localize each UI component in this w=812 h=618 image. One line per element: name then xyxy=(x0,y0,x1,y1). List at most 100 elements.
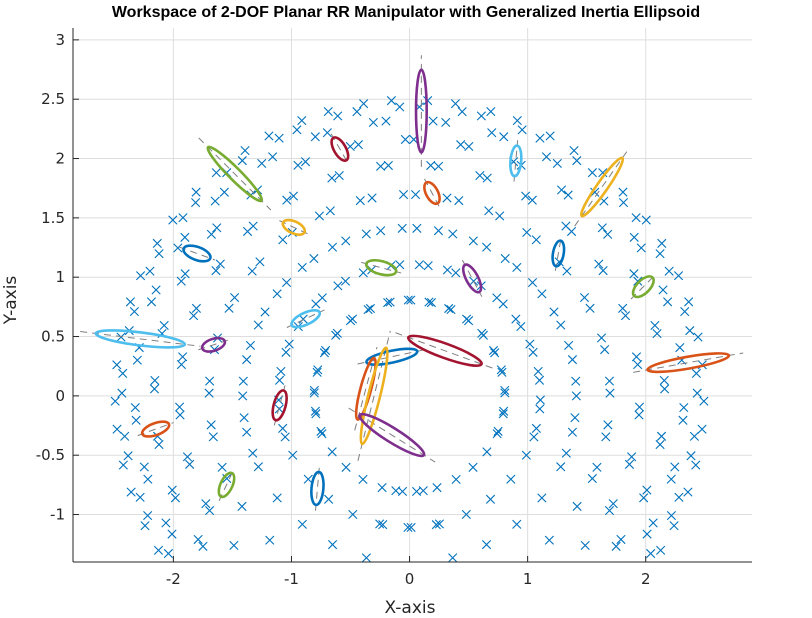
workspace-point-6 xyxy=(529,432,539,442)
workspace-point-64 xyxy=(572,501,582,511)
workspace-point-131 xyxy=(423,261,433,271)
workspace-point-53 xyxy=(692,388,702,398)
workspace-point-17 xyxy=(432,483,442,493)
inertia-ellipse-10 xyxy=(551,239,566,268)
workspace-point-355 xyxy=(131,415,141,425)
workspace-point-198 xyxy=(322,128,332,138)
workspace-point-25 xyxy=(605,388,615,398)
workspace-point-75 xyxy=(562,266,572,276)
workspace-point-293 xyxy=(278,423,288,433)
workspace-point-342 xyxy=(161,518,171,528)
workspace-point-120 xyxy=(650,320,660,331)
workspace-point-15 xyxy=(535,404,545,414)
workspace-point-68 xyxy=(689,431,700,441)
workspace-point-91 xyxy=(603,229,613,239)
workspace-point-141 xyxy=(598,168,608,178)
inertia-ellipse-23 xyxy=(217,471,236,499)
ellipse-axis-line-1 xyxy=(513,140,519,182)
workspace-point-147 xyxy=(410,189,421,200)
workspace-point-323 xyxy=(120,431,130,441)
workspace-point-33 xyxy=(669,521,679,531)
workspace-point-71 xyxy=(685,326,695,336)
workspace-point-113 xyxy=(451,268,461,278)
workspace-point-187 xyxy=(464,316,474,326)
workspace-point-37 xyxy=(660,384,670,394)
workspace-point-196 xyxy=(386,96,397,106)
inertia-ellipse-19 xyxy=(646,352,731,374)
workspace-point-176 xyxy=(517,125,527,135)
workspace-point-125 xyxy=(587,168,597,178)
workspace-point-287 xyxy=(129,306,139,317)
y-axis-label: Y-axis xyxy=(1,276,21,326)
workspace-point-38 xyxy=(633,359,643,370)
workspace-point-114 xyxy=(444,303,454,314)
workspace-point-151 xyxy=(490,348,500,358)
workspace-point-312 xyxy=(317,429,327,439)
workspace-point-254 xyxy=(191,303,202,313)
workspace-point-348 xyxy=(341,462,351,472)
workspace-point-229 xyxy=(368,117,378,128)
workspace-point-29 xyxy=(451,474,461,485)
workspace-point-295 xyxy=(347,314,358,324)
workspace-point-168 xyxy=(383,298,393,308)
workspace-point-319 xyxy=(146,297,157,307)
workspace-point-221 xyxy=(298,314,308,324)
workspace-point-256 xyxy=(242,355,252,365)
workspace-point-258 xyxy=(312,367,322,377)
workspace-point-31 xyxy=(481,540,492,550)
workspace-point-143 xyxy=(535,133,545,143)
workspace-point-170 xyxy=(511,314,521,324)
workspace-point-284 xyxy=(178,213,188,223)
inertia-ellipse-13 xyxy=(290,309,322,329)
workspace-point-294 xyxy=(311,409,321,419)
workspace-point-380 xyxy=(170,493,181,503)
workspace-point-212 xyxy=(395,102,405,112)
workspace-point-118 xyxy=(604,376,615,386)
workspace-point-206 xyxy=(469,276,479,286)
workspace-point-250 xyxy=(211,168,221,178)
workspace-point-94 xyxy=(500,253,510,264)
y-tick-label-1: -0.5 xyxy=(36,446,65,464)
workspace-point-185 xyxy=(340,276,351,286)
workspace-point-61 xyxy=(482,447,492,457)
workspace-point-58 xyxy=(549,307,559,317)
workspace-point-175 xyxy=(541,152,552,162)
workspace-point-107 xyxy=(631,213,641,223)
workspace-point-34 xyxy=(683,487,693,497)
workspace-point-362 xyxy=(358,474,368,485)
workspace-point-202 xyxy=(297,262,307,273)
workspace-point-239 xyxy=(284,339,294,349)
workspace-point-106 xyxy=(657,238,667,248)
workspace-point-129 xyxy=(454,196,464,206)
inertia-ellipse-16 xyxy=(365,347,419,366)
inertia-ellipses xyxy=(94,68,731,507)
workspace-point-306 xyxy=(130,402,140,413)
workspace-point-366 xyxy=(204,388,214,398)
workspace-point-135 xyxy=(567,355,578,365)
workspace-point-262 xyxy=(355,196,365,206)
workspace-point-350 xyxy=(281,347,291,357)
workspace-point-208 xyxy=(484,206,494,216)
workspace-point-283 xyxy=(210,196,220,206)
workspace-point-11 xyxy=(639,493,649,503)
workspace-point-209 xyxy=(475,170,485,181)
workspace-point-233 xyxy=(237,156,247,166)
workspace-point-50 xyxy=(674,492,684,502)
workspace-point-110 xyxy=(527,195,537,205)
workspace-point-47 xyxy=(580,540,590,551)
workspace-point-242 xyxy=(414,260,424,270)
workspace-point-347 xyxy=(324,494,334,504)
ellipse-axis-line-2 xyxy=(574,147,630,227)
workspace-point-138 xyxy=(629,269,639,279)
workspace-point-378 xyxy=(208,432,218,442)
workspace-point-155 xyxy=(594,259,604,269)
workspace-point-220 xyxy=(272,289,282,299)
workspace-point-52 xyxy=(697,424,707,434)
y-tick-label-6: 2 xyxy=(55,150,65,168)
workspace-point-310 xyxy=(253,462,263,472)
workspace-point-389 xyxy=(198,541,208,551)
workspace-point-215 xyxy=(292,125,302,135)
workspace-point-160 xyxy=(512,115,522,126)
ellipse-axis-line-9 xyxy=(461,259,483,297)
inertia-ellipse-17 xyxy=(354,356,377,421)
